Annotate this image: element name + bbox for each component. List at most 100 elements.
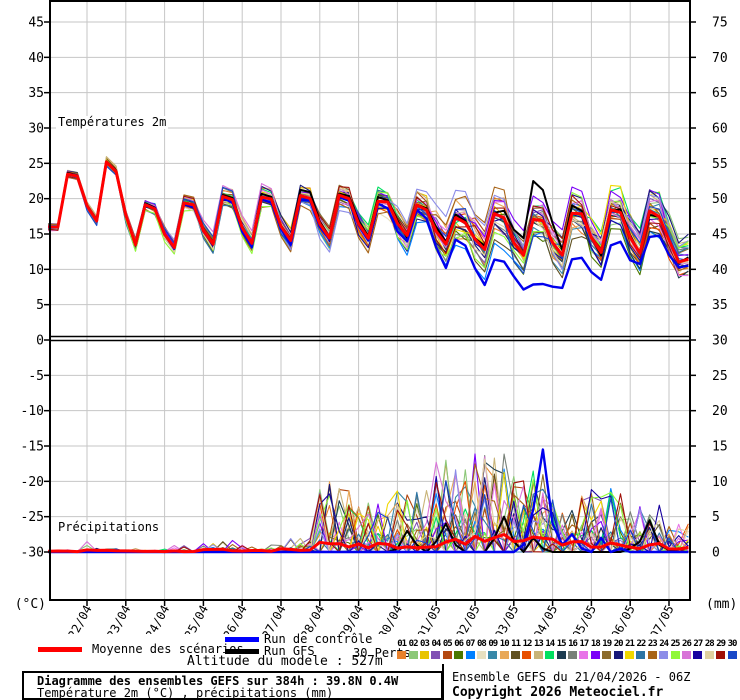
perturbation-color-swatch xyxy=(556,651,566,659)
perturbation-color-swatch xyxy=(716,651,726,659)
x-axis-date-label: 25/04 xyxy=(182,603,211,634)
perturbation-number: 28 xyxy=(704,639,715,649)
perturbation-07: 07 xyxy=(464,640,475,659)
perturbation-number: 01 xyxy=(397,639,407,649)
perturbation-color-swatch xyxy=(431,651,441,659)
x-axis-date-label: 06/05 xyxy=(609,603,638,634)
perturbation-count-label: 30 Perts. xyxy=(353,646,419,660)
x-axis-date-label: 03/05 xyxy=(492,603,521,634)
model-altitude-label: Altitude du modele : 527m xyxy=(187,654,383,669)
perturbation-12: 12 xyxy=(521,640,532,659)
right-axis-tick-label: 45 xyxy=(712,228,728,243)
plot-frame xyxy=(49,0,691,601)
perturbation-25: 25 xyxy=(669,640,680,659)
gfs-line-swatch xyxy=(225,649,259,654)
perturbation-number: 19 xyxy=(602,639,612,649)
perturbation-06: 06 xyxy=(453,640,464,659)
perturbation-number: 11 xyxy=(511,639,521,649)
left-axis-tick-label: 10 xyxy=(28,263,44,278)
perturbation-02: 02 xyxy=(407,640,418,659)
perturbation-number: 15 xyxy=(556,639,567,649)
perturbation-04: 04 xyxy=(430,640,441,659)
perturbation-color-swatch xyxy=(454,651,464,659)
perturbation-03: 03 xyxy=(419,640,430,659)
perturbation-27: 27 xyxy=(692,640,703,659)
perturbation-number: 18 xyxy=(590,639,601,649)
x-axis-date-label: 22/04 xyxy=(65,603,94,634)
perturbation-19: 19 xyxy=(601,640,612,659)
ensemble-member-temp-line xyxy=(48,158,689,279)
perturbation-color-swatch xyxy=(408,651,418,659)
perturbation-number: 04 xyxy=(431,639,441,649)
right-axis-tick-label: 20 xyxy=(712,404,728,419)
x-axis-date-label: 30/04 xyxy=(376,603,405,634)
perturbation-23: 23 xyxy=(647,640,658,659)
perturbation-number: 08 xyxy=(477,639,487,649)
perturbation-13: 13 xyxy=(533,640,544,659)
precipitation-panel-label: Précipitations xyxy=(56,520,162,534)
perturbation-number: 23 xyxy=(647,639,658,649)
perturbation-color-swatch xyxy=(442,651,452,659)
perturbation-number: 30 xyxy=(727,639,738,649)
gfs-line-label: Run GFS xyxy=(264,644,315,658)
right-axis-tick-label: 40 xyxy=(712,263,728,278)
perturbation-26: 26 xyxy=(681,640,692,659)
footer-divider xyxy=(442,664,444,700)
perturbation-color-swatch xyxy=(647,651,657,659)
control-line-swatch xyxy=(225,637,259,642)
x-axis-date-label: 07/05 xyxy=(647,603,676,634)
perturbation-color-swatch xyxy=(522,651,532,659)
perturbation-number: 21 xyxy=(625,639,635,649)
perturbation-color-swatch xyxy=(511,651,521,659)
perturbation-21: 21 xyxy=(624,640,635,659)
perturbation-number: 24 xyxy=(659,639,669,649)
left-axis-tick-label: -15 xyxy=(21,440,44,455)
perturbation-color-swatch xyxy=(636,651,646,659)
right-axis-unit-label: (mm) xyxy=(706,597,737,612)
perturbation-number: 27 xyxy=(693,639,703,649)
left-axis-tick-label: 5 xyxy=(36,298,44,313)
perturbation-color-swatch xyxy=(693,651,703,659)
chart-title-box: Diagramme des ensembles GEFS sur 384h : … xyxy=(22,671,443,700)
left-axis-tick-label: -10 xyxy=(21,404,44,419)
perturbation-color-swatch xyxy=(602,651,612,659)
right-axis-tick-label: 5 xyxy=(712,510,720,525)
perturbation-09: 09 xyxy=(487,640,498,659)
left-axis-tick-label: -5 xyxy=(28,369,44,384)
perturbation-color-swatch xyxy=(613,651,623,659)
perturbation-color-swatch xyxy=(499,651,509,659)
perturbation-29: 29 xyxy=(715,640,726,659)
perturbation-28: 28 xyxy=(704,640,715,659)
perturbation-color-swatch xyxy=(704,651,714,659)
perturbation-17: 17 xyxy=(578,640,589,659)
right-axis-tick-label: 0 xyxy=(712,546,720,561)
left-axis-tick-label: -25 xyxy=(21,510,44,525)
perturbation-20: 20 xyxy=(612,640,624,659)
perturbation-30: 30 xyxy=(726,640,737,659)
perturbation-number: 13 xyxy=(533,639,544,649)
ensemble-member-temp-line xyxy=(48,164,689,271)
right-axis-tick-label: 15 xyxy=(712,440,728,455)
perturbation-number: 12 xyxy=(522,639,533,649)
perturbation-number: 09 xyxy=(488,639,498,649)
perturbation-color-swatch xyxy=(727,651,737,659)
perturbation-24: 24 xyxy=(658,640,669,659)
perturbation-number: 05 xyxy=(442,639,453,649)
perturbation-color-swatch xyxy=(625,651,634,659)
left-axis-tick-label: 45 xyxy=(28,16,44,31)
perturbation-15: 15 xyxy=(555,639,567,659)
perturbation-10: 10 xyxy=(499,640,510,659)
perturbation-color-swatch xyxy=(476,651,486,659)
perturbation-22: 22 xyxy=(635,640,646,659)
perturbation-number: 03 xyxy=(420,639,430,649)
perturbation-color-swatch xyxy=(419,651,429,659)
perturbation-color-swatch xyxy=(397,651,407,659)
x-axis-date-label: 01/05 xyxy=(415,603,444,634)
perturbation-number: 29 xyxy=(716,639,726,649)
perturbation-color-swatch xyxy=(670,651,680,659)
temperature-panel-label: Températures 2m xyxy=(56,115,169,129)
ensemble-member-temp-line xyxy=(48,160,689,275)
perturbation-14: 14 xyxy=(544,640,555,659)
left-axis-tick-label: 25 xyxy=(28,157,44,172)
perturbation-number: 26 xyxy=(682,639,692,649)
